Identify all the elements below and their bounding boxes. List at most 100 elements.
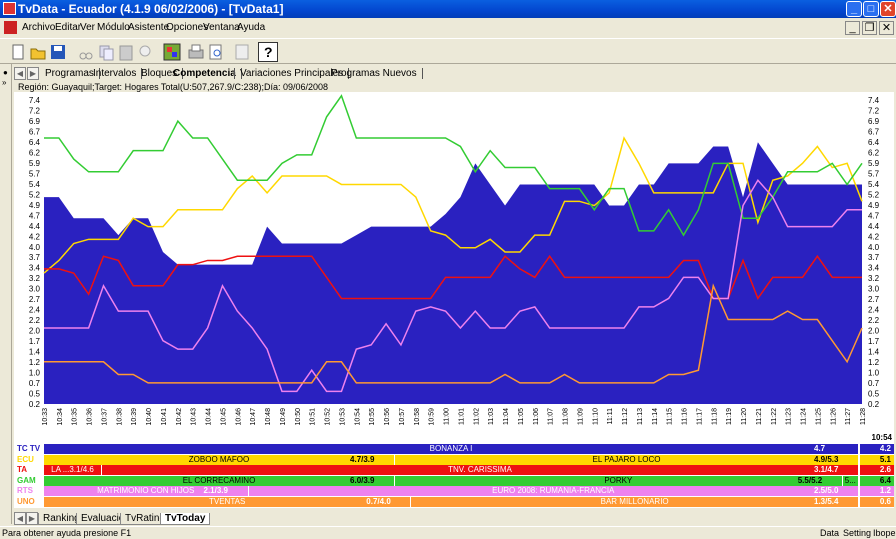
bottom-scroll-left-icon[interactable]: ◀ xyxy=(14,512,26,525)
program-segment[interactable]: MATRIMONIO CON HIJOS xyxy=(97,486,195,495)
y-tick-left: 4.7 xyxy=(29,211,41,220)
segment-share-value: 1.3/5.4 xyxy=(814,496,839,506)
menu-editar[interactable]: Editar xyxy=(55,22,82,33)
find-icon[interactable] xyxy=(136,42,156,62)
program-segment[interactable]: EURO 2008: RUMANIA-FRANCIA xyxy=(247,486,859,496)
expand-icon[interactable]: » xyxy=(2,78,7,87)
open-icon[interactable] xyxy=(28,42,48,62)
program-segment[interactable]: TNV. CARISSIMA xyxy=(100,465,858,475)
copy-icon[interactable] xyxy=(96,42,116,62)
program-segment[interactable]: PORKY xyxy=(394,475,842,486)
segment-share-value: 2.1/3.9 xyxy=(203,486,228,495)
paste-icon[interactable] xyxy=(116,42,136,62)
x-tick-label: 11:08 xyxy=(563,408,570,425)
program-segment[interactable]: EL CORRECAMINO xyxy=(182,475,256,485)
x-tick-label: 11:26 xyxy=(830,408,837,425)
menu-ayuda[interactable]: Ayuda xyxy=(237,22,266,33)
help-icon[interactable]: ? xyxy=(258,42,278,62)
program-bar-row: TC TV BONANZA I 4.7 4.2 xyxy=(14,444,894,454)
menu-asistente[interactable]: Asistente xyxy=(128,22,170,33)
segment-share-value: 2.5/5.0 xyxy=(814,486,839,495)
program-segment[interactable]: ZOBOO MAFOO xyxy=(188,454,250,464)
y-tick-right: 4.4 xyxy=(868,222,880,231)
menu-opciones[interactable]: Opciones xyxy=(166,22,209,33)
channel-label: TC TV xyxy=(14,444,44,454)
menu-archivo[interactable]: Archivo xyxy=(22,22,56,33)
minimize-button[interactable]: _ xyxy=(846,1,862,17)
x-tick-label: 11:25 xyxy=(815,408,822,425)
print-preview-icon[interactable] xyxy=(206,42,226,62)
tab-competencia[interactable]: Competencia xyxy=(168,68,242,79)
program-segment[interactable]: EL PAJARO LOCO xyxy=(394,454,858,465)
program-segment[interactable]: 5... xyxy=(841,475,858,486)
y-tick-left: 2.0 xyxy=(29,327,41,336)
channel-rating-value: 4.2 xyxy=(860,444,894,454)
y-tick-left: 1.0 xyxy=(29,369,41,378)
close-button[interactable]: ✕ xyxy=(880,1,896,17)
y-tick-left: 3.2 xyxy=(29,274,41,283)
y-tick-right: 5.2 xyxy=(868,190,880,199)
x-tick-label: 11:11 xyxy=(607,408,614,425)
tab-scroll-right-icon[interactable]: ▶ xyxy=(27,67,39,80)
tab-tvtoday[interactable]: TvToday xyxy=(160,513,211,525)
y-tick-right: 0.2 xyxy=(868,400,880,409)
mdi-minimize-button[interactable]: _ xyxy=(845,21,860,35)
top-tabs: ◀ ▶ Programas Intervalos Bloques Compete… xyxy=(14,66,894,82)
y-tick-left: 7.4 xyxy=(29,96,41,105)
x-tick-label: 10:53 xyxy=(339,408,346,426)
y-tick-right: 6.4 xyxy=(868,138,880,147)
tab-scroll-left-icon[interactable]: ◀ xyxy=(14,67,26,80)
y-tick-left: 2.7 xyxy=(29,295,41,304)
tab-programas-nuevos[interactable]: Programas Nuevos xyxy=(326,68,423,79)
chart-icon[interactable] xyxy=(162,42,182,62)
competition-chart: 7.4 7.4 7.2 7.2 6.9 6.9 6.7 6.7 6.4 6.4 6.2 6.2 5.9 5… xyxy=(14,92,894,442)
program-bars: TC TV BONANZA I 4.7 4.2 ECU ZOBOO MAFOO 4.7/3.… xyxy=(14,442,894,508)
y-tick-left: 1.7 xyxy=(29,337,41,346)
segment-share-value: 0.7/4.0 xyxy=(366,496,391,506)
new-icon[interactable] xyxy=(8,42,28,62)
tab-bloques[interactable]: Bloques xyxy=(136,68,184,79)
segment-share-value: 6.0/3.9 xyxy=(350,475,375,485)
x-tick-label: 10:54 xyxy=(354,408,361,426)
x-tick-label: 10:58 xyxy=(414,408,421,426)
maximize-button[interactable]: □ xyxy=(863,1,879,17)
tab-variaciones-principales[interactable]: Variaciones Principales xyxy=(234,68,350,79)
menu-ventana[interactable]: Ventana xyxy=(203,22,240,33)
x-tick-label: 10:40 xyxy=(146,408,153,426)
y-tick-right: 0.5 xyxy=(868,390,880,399)
y-tick-left: 0.5 xyxy=(29,390,41,399)
program-segment[interactable]: LA ...3.1/4.6 xyxy=(51,465,94,474)
x-tick-label: 11:12 xyxy=(622,408,629,425)
menu-ver[interactable]: Ver xyxy=(80,22,96,33)
mdi-restore-button[interactable]: ❐ xyxy=(862,21,877,35)
segment-share-value: 4.7/3.9 xyxy=(350,454,375,464)
save-icon[interactable] xyxy=(48,42,68,62)
program-segment[interactable]: BONANZA I xyxy=(429,444,473,453)
left-strip: ● » xyxy=(0,64,12,524)
x-tick-label: 11:16 xyxy=(682,408,689,425)
cut-icon[interactable] xyxy=(76,42,96,62)
x-tick-label: 10:37 xyxy=(101,408,108,426)
mdi-close-button[interactable]: ✕ xyxy=(879,21,894,35)
region-info: Región: Guayaquil;Target: Hogares Total(… xyxy=(18,82,329,92)
print-icon[interactable] xyxy=(186,42,206,62)
program-segment[interactable]: TVENTAS xyxy=(208,496,246,506)
menu-bar: Archivo Editar Ver Módulo Asistente Opci… xyxy=(0,18,896,38)
program-segment[interactable]: BAR MILLONARIO xyxy=(410,496,858,507)
channel-label: RTS xyxy=(14,486,44,496)
menu-modulo[interactable]: Módulo xyxy=(97,22,130,33)
y-tick-left: 3.7 xyxy=(29,253,41,262)
y-tick-left: 6.9 xyxy=(29,117,41,126)
refresh-icon[interactable] xyxy=(232,42,252,62)
bottom-scroll-right-icon[interactable]: ▶ xyxy=(26,512,38,525)
tab-intervalos[interactable]: Intervalos xyxy=(88,68,143,79)
end-time-label: 10:54 xyxy=(872,433,893,442)
app-icon xyxy=(3,2,16,15)
x-tick-label: 10:56 xyxy=(384,408,391,426)
y-tick-left: 1.4 xyxy=(29,348,41,357)
program-track: BONANZA I 4.7 xyxy=(44,444,858,454)
status-setting: Setting xyxy=(843,528,872,538)
x-tick-label: 11:02 xyxy=(473,408,480,425)
tab-programas[interactable]: Programas xyxy=(40,68,100,79)
y-tick-right: 1.4 xyxy=(868,348,880,357)
